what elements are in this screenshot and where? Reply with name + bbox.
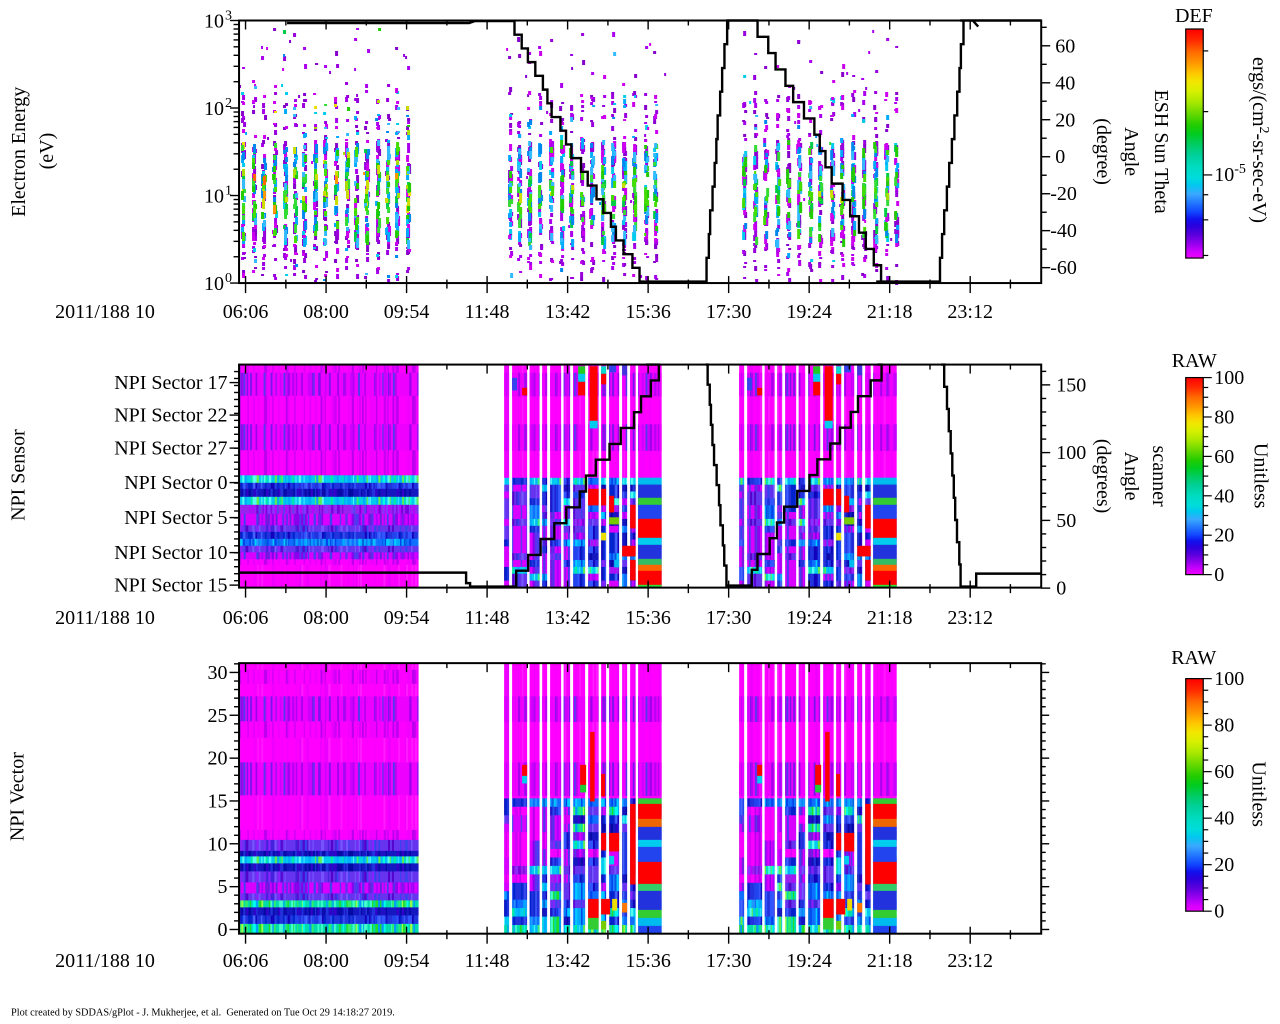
svg-text:3: 3 — [225, 9, 232, 24]
svg-text:10: 10 — [204, 98, 224, 120]
svg-text:-20: -20 — [1050, 183, 1077, 205]
svg-text:NPI Sector 27: NPI Sector 27 — [114, 438, 227, 460]
svg-text:23:12: 23:12 — [947, 301, 993, 323]
svg-text:10: 10 — [204, 11, 224, 33]
svg-text:40: 40 — [1055, 72, 1075, 94]
svg-text:20: 20 — [208, 748, 228, 770]
svg-text:RAW: RAW — [1172, 350, 1217, 372]
svg-text:0: 0 — [1214, 901, 1224, 923]
svg-text:NPI Sector 22: NPI Sector 22 — [114, 405, 227, 427]
svg-text:06:06: 06:06 — [223, 607, 269, 629]
svg-text:NPI Sector 17: NPI Sector 17 — [114, 372, 227, 394]
svg-text:-5: -5 — [1234, 162, 1246, 177]
svg-text:NPI Sector 10: NPI Sector 10 — [114, 542, 227, 564]
svg-text:10: 10 — [208, 833, 228, 855]
svg-text:100: 100 — [1214, 367, 1244, 389]
svg-text:15:36: 15:36 — [625, 607, 671, 629]
svg-text:60: 60 — [1214, 446, 1234, 468]
svg-text:-40: -40 — [1050, 220, 1077, 242]
svg-text:23:12: 23:12 — [947, 607, 993, 629]
svg-text:06:06: 06:06 — [223, 301, 269, 323]
svg-text:Angle: Angle — [1120, 127, 1142, 176]
svg-text:NPI Sector 15: NPI Sector 15 — [114, 575, 227, 597]
svg-text:10: 10 — [1214, 164, 1234, 186]
svg-text:15:36: 15:36 — [625, 301, 671, 323]
svg-text:20: 20 — [1055, 109, 1075, 131]
svg-text:25: 25 — [208, 705, 228, 727]
svg-text:RAW: RAW — [1171, 647, 1216, 669]
svg-text:08:00: 08:00 — [303, 607, 349, 629]
svg-text:20: 20 — [1214, 854, 1234, 876]
svg-text:Unitless: Unitless — [1249, 443, 1271, 509]
svg-text:08:00: 08:00 — [303, 950, 349, 972]
svg-text:11:48: 11:48 — [465, 301, 510, 323]
svg-text:15: 15 — [208, 790, 228, 812]
svg-text:2011/188 10: 2011/188 10 — [55, 607, 155, 629]
svg-text:0: 0 — [1056, 578, 1066, 600]
svg-text:ESH Sun Theta: ESH Sun Theta — [1150, 90, 1172, 214]
svg-text:0: 0 — [1214, 564, 1224, 586]
svg-text:17:30: 17:30 — [706, 607, 752, 629]
svg-text:11:48: 11:48 — [465, 950, 510, 972]
svg-text:NPI Sector 0: NPI Sector 0 — [124, 472, 227, 494]
svg-text:10: 10 — [204, 186, 224, 208]
svg-text:2011/188 10: 2011/188 10 — [55, 301, 155, 323]
svg-text:17:30: 17:30 — [706, 301, 752, 323]
svg-text:2011/188 10: 2011/188 10 — [55, 950, 155, 972]
svg-text:1: 1 — [225, 184, 232, 199]
svg-text:NPI Sensor: NPI Sensor — [8, 429, 30, 521]
svg-text:(degrees): (degrees) — [1092, 439, 1114, 513]
svg-text:DEF: DEF — [1175, 5, 1213, 27]
svg-text:30: 30 — [208, 662, 228, 684]
svg-text:(eV): (eV) — [36, 133, 58, 170]
svg-text:19:24: 19:24 — [786, 301, 832, 323]
svg-text:19:24: 19:24 — [786, 607, 832, 629]
svg-text:60: 60 — [1214, 761, 1234, 783]
svg-text:11:48: 11:48 — [465, 607, 510, 629]
svg-text:2: 2 — [225, 96, 232, 111]
svg-text:0: 0 — [1055, 146, 1065, 168]
svg-text:-60: -60 — [1050, 257, 1077, 279]
svg-text:21:18: 21:18 — [867, 301, 913, 323]
svg-text:0: 0 — [218, 919, 228, 941]
svg-text:08:00: 08:00 — [303, 301, 349, 323]
svg-text:Unitless: Unitless — [1247, 761, 1269, 827]
svg-text:100: 100 — [1056, 442, 1086, 464]
svg-text:80: 80 — [1214, 715, 1234, 737]
svg-text:23:12: 23:12 — [947, 950, 993, 972]
svg-text:13:42: 13:42 — [545, 607, 591, 629]
svg-text:NPI Sector 5: NPI Sector 5 — [124, 507, 227, 529]
svg-text:Electron Energy: Electron Energy — [8, 87, 30, 217]
svg-text:150: 150 — [1056, 374, 1086, 396]
svg-text:ergs/(cm2-sr-sec-eV): ergs/(cm2-sr-sec-eV) — [1248, 57, 1271, 223]
svg-text:19:24: 19:24 — [786, 950, 832, 972]
svg-text:21:18: 21:18 — [867, 950, 913, 972]
svg-text:09:54: 09:54 — [384, 950, 430, 972]
svg-text:NPI Vector: NPI Vector — [7, 752, 29, 841]
svg-text:09:54: 09:54 — [384, 607, 430, 629]
svg-text:5: 5 — [218, 876, 228, 898]
svg-text:40: 40 — [1214, 485, 1234, 507]
svg-text:(degree): (degree) — [1092, 118, 1114, 185]
svg-text:17:30: 17:30 — [706, 950, 752, 972]
svg-text:80: 80 — [1214, 406, 1234, 428]
svg-text:15:36: 15:36 — [625, 950, 671, 972]
svg-text:Angle: Angle — [1120, 452, 1142, 501]
svg-text:60: 60 — [1055, 35, 1075, 57]
svg-text:20: 20 — [1214, 525, 1234, 547]
svg-text:50: 50 — [1056, 510, 1076, 532]
svg-text:13:42: 13:42 — [545, 301, 591, 323]
svg-text:scanner: scanner — [1148, 446, 1170, 507]
svg-text:21:18: 21:18 — [867, 607, 913, 629]
svg-text:10: 10 — [204, 273, 224, 295]
svg-text:06:06: 06:06 — [223, 950, 269, 972]
svg-text:0: 0 — [225, 271, 232, 286]
svg-text:Plot created by SDDAS/gPlot -: Plot created by SDDAS/gPlot - J. Mukherj… — [11, 1008, 395, 1019]
svg-text:100: 100 — [1214, 668, 1244, 690]
svg-text:40: 40 — [1214, 808, 1234, 830]
svg-text:09:54: 09:54 — [384, 301, 430, 323]
svg-text:13:42: 13:42 — [545, 950, 591, 972]
